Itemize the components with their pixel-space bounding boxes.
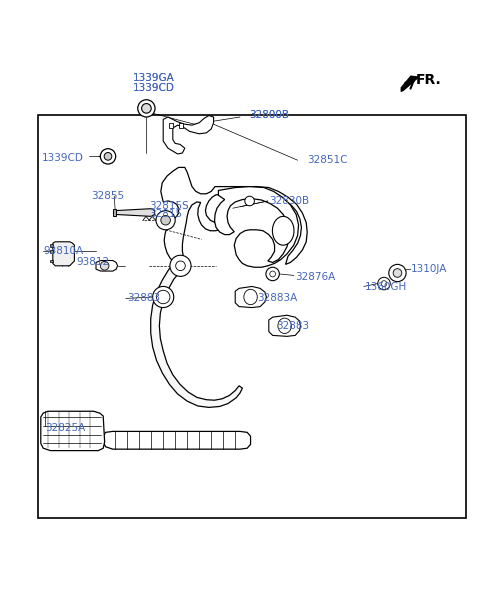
- Text: 1360GH: 1360GH: [365, 282, 407, 292]
- Polygon shape: [401, 76, 419, 91]
- Circle shape: [270, 271, 276, 277]
- Circle shape: [381, 281, 387, 286]
- Circle shape: [161, 216, 170, 225]
- Text: 32876A: 32876A: [295, 272, 336, 282]
- Text: 1310JA: 1310JA: [410, 264, 447, 274]
- Circle shape: [104, 153, 112, 160]
- Polygon shape: [115, 208, 155, 216]
- Circle shape: [153, 286, 174, 308]
- Polygon shape: [50, 260, 53, 263]
- Text: 32800B: 32800B: [250, 110, 289, 119]
- Text: 32830B: 32830B: [269, 196, 309, 206]
- Polygon shape: [53, 242, 74, 266]
- Polygon shape: [179, 123, 183, 128]
- Circle shape: [156, 290, 170, 304]
- Polygon shape: [50, 250, 53, 253]
- Polygon shape: [151, 263, 242, 407]
- Circle shape: [100, 261, 109, 270]
- Polygon shape: [96, 261, 118, 271]
- Circle shape: [176, 261, 185, 271]
- Text: 32815: 32815: [149, 210, 182, 219]
- Circle shape: [389, 264, 406, 282]
- Polygon shape: [161, 168, 307, 265]
- Text: 32883: 32883: [127, 293, 160, 304]
- Circle shape: [100, 148, 116, 164]
- Polygon shape: [235, 286, 266, 308]
- Text: 32800B: 32800B: [250, 110, 289, 119]
- Text: 93812: 93812: [77, 257, 110, 267]
- Ellipse shape: [244, 289, 257, 305]
- Polygon shape: [50, 244, 53, 247]
- Circle shape: [138, 100, 155, 117]
- Text: 1339CD: 1339CD: [42, 153, 84, 163]
- Circle shape: [266, 267, 279, 281]
- Polygon shape: [103, 431, 251, 449]
- Text: 32815S: 32815S: [149, 201, 189, 211]
- Text: 1339GA: 1339GA: [133, 74, 174, 83]
- Text: 32825A: 32825A: [46, 422, 86, 432]
- Circle shape: [142, 103, 151, 113]
- Circle shape: [378, 277, 390, 290]
- Text: 1339CD: 1339CD: [132, 83, 175, 93]
- Ellipse shape: [272, 216, 294, 245]
- Text: 32883A: 32883A: [257, 293, 297, 304]
- Text: 93810A: 93810A: [43, 247, 84, 257]
- Polygon shape: [41, 411, 105, 451]
- Bar: [38, 115, 466, 518]
- Polygon shape: [163, 116, 214, 154]
- Circle shape: [245, 196, 254, 206]
- Ellipse shape: [278, 318, 291, 333]
- Polygon shape: [169, 123, 173, 128]
- Polygon shape: [113, 209, 116, 216]
- Text: FR.: FR.: [415, 73, 441, 87]
- Text: 1339GA: 1339GA: [133, 74, 174, 83]
- Text: 1339CD: 1339CD: [132, 83, 175, 93]
- Text: 32883: 32883: [276, 321, 309, 331]
- Text: 32855: 32855: [91, 191, 124, 201]
- Polygon shape: [269, 315, 300, 336]
- Circle shape: [170, 255, 191, 276]
- Text: 32851C: 32851C: [307, 155, 348, 165]
- Circle shape: [393, 268, 402, 277]
- Polygon shape: [215, 187, 299, 267]
- Circle shape: [156, 211, 175, 230]
